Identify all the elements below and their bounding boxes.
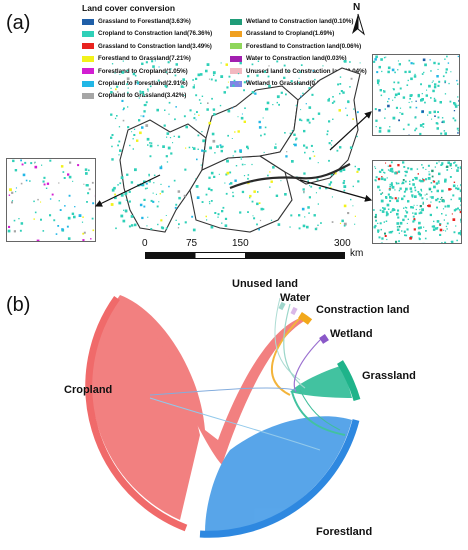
arc-cropland <box>85 295 188 532</box>
legend-label: Cropland to Constraction land(76.36%) <box>98 30 213 38</box>
scale-tick-300: 300 <box>334 238 351 249</box>
legend-item: Cropland to Grassland(3.42%) <box>82 91 186 100</box>
legend-swatch <box>82 30 94 37</box>
legend-item: Forestland to Grassland(7.21%) <box>82 54 191 63</box>
legend-item: Cropland to Forestland(2.91%) <box>82 79 188 88</box>
chord-label-grassland: Grassland <box>362 370 416 382</box>
chord-label-forestland: Forestland <box>316 526 373 538</box>
legend-swatch <box>82 80 94 87</box>
arc-water <box>290 306 298 316</box>
scale-bar: 0 75 150 300 km <box>140 238 370 262</box>
scale-tick-75: 75 <box>186 238 198 249</box>
legend-swatch <box>230 55 242 62</box>
legend-item: Cropland to Constraction land(76.36%) <box>82 29 212 38</box>
legend-item: Wetland to Grassland(0.006%) <box>230 79 335 88</box>
legend-item: Water to Constraction land(0.03%) <box>230 54 347 63</box>
north-label: N <box>353 2 361 13</box>
scale-tick-150: 150 <box>232 238 249 249</box>
legend-swatch <box>230 68 242 75</box>
legend-swatch <box>82 55 94 62</box>
legend-item: Forestland to Constraction land(0.06%) <box>230 42 361 51</box>
inset-bottom-right <box>372 160 462 244</box>
legend-label: Forestland to Constraction land(0.06%) <box>246 42 362 50</box>
north-arrow: N <box>343 2 373 38</box>
chord-label-cropland: Cropland <box>64 384 113 396</box>
inset-top-right <box>372 54 460 136</box>
arc-unused <box>278 301 286 311</box>
arc-construction <box>298 312 313 325</box>
legend-swatch <box>230 30 242 37</box>
panel-a-label: (a) <box>6 12 31 34</box>
north-arrow-icon <box>352 13 365 36</box>
scale-tick-0: 0 <box>142 238 148 249</box>
legend-item: Grassland to Cropland(1.69%) <box>230 29 334 38</box>
legend-swatch <box>82 92 94 99</box>
legend-swatch <box>82 43 94 50</box>
river-line <box>229 163 351 190</box>
legend-swatch <box>230 43 242 50</box>
legend-swatch <box>230 18 242 25</box>
legend-item: Wetland to Constraction land(0.10%) <box>230 17 354 26</box>
arc-forestland <box>199 419 360 538</box>
scale-bar-segments <box>145 252 345 259</box>
legend-label: Grassland to Constraction land(3.49%) <box>98 42 212 50</box>
legend: Land cover conversion Grassland to Fores… <box>80 0 367 110</box>
ribbon-cropland-main <box>91 295 200 520</box>
ribbon-forestland <box>205 416 352 533</box>
legend-swatch <box>82 68 94 75</box>
legend-item: Grassland to Forestland(3.63%) <box>82 17 191 26</box>
panel-b-label: (b) <box>6 294 31 316</box>
legend-label: Forestland to Grassland(7.21%) <box>98 55 191 63</box>
legend-label: Water to Constraction land(0.03%) <box>246 55 347 63</box>
pointer-arrows <box>94 111 373 207</box>
arc-grassland <box>337 360 361 402</box>
legend-label: Cropland to Grassland(3.42%) <box>98 92 187 100</box>
legend-label: Cropland to Forestland(2.91%) <box>98 80 188 87</box>
legend-title: Land cover conversion <box>82 3 176 13</box>
chord-label-unused-land: Unused land <box>232 278 299 290</box>
legend-item: Forestland to Cropland(1.05%) <box>82 67 188 76</box>
legend-swatch <box>82 18 94 25</box>
legend-swatch <box>230 80 242 87</box>
arc-wetland <box>319 333 329 344</box>
legend-label: Wetland to Grassland(0.006%) <box>246 80 335 87</box>
chord-arcs <box>85 295 361 538</box>
legend-label: Grassland to Cropland(1.69%) <box>246 30 335 38</box>
ribbon-grassland-forest <box>291 391 346 436</box>
chord-ribbons <box>91 295 352 533</box>
ribbon-cropland-construction <box>120 295 306 465</box>
legend-label: Forestland to Cropland(1.05%) <box>98 67 188 75</box>
chord-diagram <box>85 295 361 538</box>
ribbon-grassland <box>290 366 352 398</box>
legend-item: Unused land to Constraction land(0.04%) <box>230 67 367 76</box>
legend-label: Unused land to Constraction land(0.04%) <box>246 67 367 75</box>
legend-label: Grassland to Forestland(3.63%) <box>98 18 191 25</box>
inset-left <box>6 158 96 242</box>
chord-label-water: Water <box>280 292 311 304</box>
chord-label-construction-land: Constraction land <box>316 304 410 316</box>
legend-item: Grassland to Constraction land(3.49%) <box>82 42 212 51</box>
chord-label-wetland: Wetland <box>330 328 373 340</box>
legend-label: Wetland to Constraction land(0.10%) <box>246 18 354 25</box>
scale-unit: km <box>350 248 364 259</box>
